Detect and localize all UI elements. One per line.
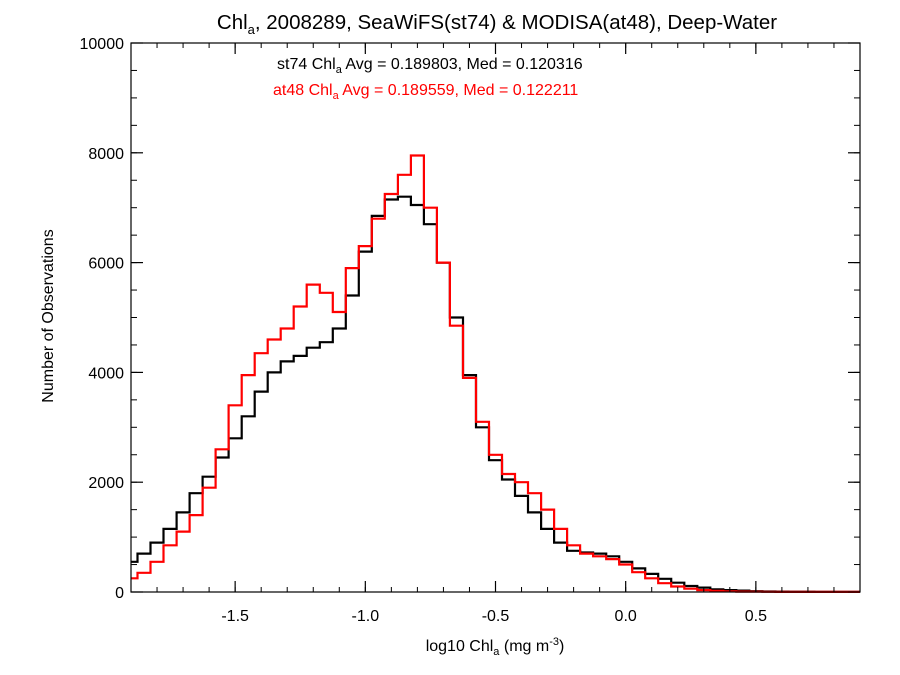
y-axis-label: Number of Observations	[40, 229, 57, 402]
y-tick-label: 10000	[80, 36, 125, 53]
series-layer	[131, 154, 860, 593]
stats-annotations: st74 Chla Avg = 0.189803, Med = 0.120316…	[273, 56, 583, 102]
chart-title: Chla, 2008289, SeaWiFS(st74) & MODISA(at…	[217, 11, 777, 37]
y-tick-label: 0	[115, 585, 124, 602]
x-tick-label: -1.5	[221, 608, 249, 625]
x-tick-label: -1.0	[352, 608, 380, 625]
y-tick-label: 6000	[88, 256, 124, 273]
stats-annotation-st74: st74 Chla Avg = 0.189803, Med = 0.120316	[277, 56, 583, 76]
y-tick-label: 8000	[88, 146, 124, 163]
y-tick-label: 2000	[88, 475, 124, 492]
series-line-at48	[131, 154, 860, 593]
stats-annotation-at48: at48 Chla Avg = 0.189559, Med = 0.122211	[273, 82, 578, 102]
series-line-st74	[131, 195, 860, 593]
x-tick-label: 0.0	[615, 608, 637, 625]
plot-frame	[130, 42, 861, 593]
x-tick-label: -0.5	[482, 608, 510, 625]
x-tick-label: 0.5	[745, 608, 767, 625]
x-axis-label: log10 Chla (mg m-3)	[426, 636, 565, 658]
axes-layer: -1.5 -1.0 -0.5 0.0 0.5 0 2000 4000 6000 8000 10000	[80, 36, 861, 625]
y-tick-label: 4000	[88, 365, 124, 382]
